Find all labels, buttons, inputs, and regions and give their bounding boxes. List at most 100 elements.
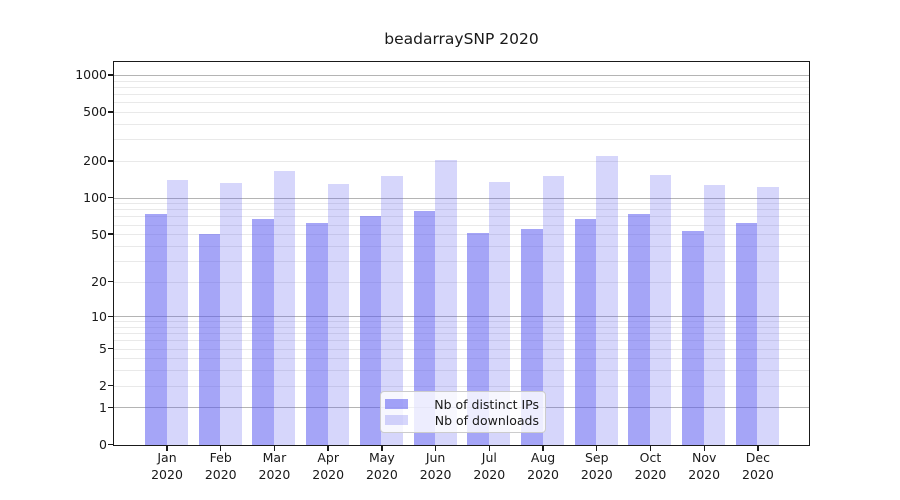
x-tick-feb: [220, 446, 222, 451]
gridline-minor-40: [114, 245, 809, 247]
x-tick-aug: [542, 446, 544, 451]
bar-downloads-jan: [166, 180, 188, 445]
y-tick-2: [108, 385, 113, 387]
gridline-minor-60: [114, 224, 809, 226]
bar-downloads-nov: [703, 184, 726, 445]
bar-downloads-mar: [273, 170, 296, 445]
gridline-minor-20: [114, 281, 809, 283]
y-tick-label-500: 500: [83, 104, 107, 120]
x-tick-label-may: May 2020: [365, 450, 398, 482]
bar-distinct-ips-oct: [628, 214, 650, 445]
y-tick-label-200: 200: [83, 153, 107, 169]
x-tick-nov: [703, 446, 705, 451]
bar-distinct-ips-mar: [252, 218, 274, 445]
x-tick-label-jan: Jan 2020: [151, 450, 183, 482]
x-tick-label-jun: Jun 2020: [419, 450, 452, 482]
x-tick-dec: [757, 446, 759, 451]
y-tick-500: [108, 111, 113, 113]
x-tick-label-aug: Aug 2020: [527, 450, 559, 482]
bar-downloads-aug: [542, 176, 565, 445]
bar-distinct-ips-apr: [306, 222, 328, 445]
x-tick-jan: [166, 446, 168, 451]
gridline-minor-8: [114, 326, 809, 328]
gridline-minor-80: [114, 209, 809, 211]
bar-distinct-ips-nov: [682, 230, 704, 445]
gridline-minor-500: [114, 111, 809, 113]
x-tick-apr: [327, 446, 329, 451]
x-tick-jun: [434, 446, 437, 451]
x-tick-may: [381, 446, 383, 451]
gridline-major-10: [114, 316, 809, 318]
x-tick-label-apr: Apr 2020: [312, 450, 345, 482]
x-tick-label-nov: Nov 2020: [688, 450, 721, 482]
bar-downloads-feb: [220, 182, 242, 445]
legend-swatch-distinct-ips: [385, 399, 408, 409]
y-tick-10: [108, 315, 113, 317]
chart-title: beadarraySNP 2020: [384, 30, 539, 48]
x-tick-label-sep: Sep 2020: [580, 450, 613, 482]
gridline-minor-9: [114, 321, 809, 323]
y-tick-label-1000: 1000: [75, 67, 107, 83]
y-tick-label-20: 20: [91, 274, 107, 290]
legend-swatch-downloads: [385, 415, 408, 425]
legend-entry-downloads: Nb of downloads: [385, 413, 539, 428]
gridline-minor-3: [114, 370, 809, 372]
bar-distinct-ips-jun: [413, 211, 436, 445]
y-tick-label-10: 10: [91, 308, 107, 324]
gridline-minor-200: [114, 160, 809, 162]
bar-downloads-jul: [488, 182, 511, 445]
gridline-major-100: [114, 197, 809, 199]
gridline-minor-7: [114, 333, 809, 335]
gridline-minor-90: [114, 203, 809, 205]
x-tick-label-mar: Mar 2020: [258, 450, 291, 482]
bar-downloads-jun: [435, 160, 457, 445]
y-tick-1: [108, 406, 113, 409]
gridline-minor-800: [114, 86, 809, 88]
y-tick-label-0: 0: [99, 437, 107, 452]
x-tick-label-jul: Jul 2020: [473, 450, 506, 482]
y-tick-label-2: 2: [99, 378, 107, 394]
bar-distinct-ips-may: [359, 215, 382, 445]
bar-downloads-may: [381, 176, 403, 445]
y-tick-50: [108, 233, 113, 235]
gridline-minor-6: [114, 340, 809, 342]
y-tick-20: [108, 280, 113, 283]
y-tick-100: [108, 196, 113, 199]
bar-distinct-ips-feb: [198, 233, 221, 445]
y-tick-5: [108, 347, 113, 350]
gridline-minor-400: [114, 123, 809, 125]
gridline-minor-50: [114, 234, 809, 236]
y-tick-label-5: 5: [99, 341, 107, 357]
bar-distinct-ips-jan: [145, 214, 167, 445]
plot-area: [113, 61, 810, 446]
x-tick-jul: [488, 446, 490, 451]
legend-label-distinct-ips: Nb of distinct IPs: [434, 396, 539, 412]
y-tick-200: [108, 160, 113, 162]
bar-downloads-apr: [327, 183, 350, 445]
gridline-minor-700: [114, 94, 809, 95]
x-tick-label-feb: Feb 2020: [204, 450, 237, 482]
legend-entry-distinct-ips: Nb of distinct IPs: [385, 397, 539, 412]
gridline-minor-4: [114, 358, 809, 360]
x-tick-label-oct: Oct 2020: [634, 450, 667, 482]
bar-downloads-oct: [649, 174, 672, 445]
gridline-minor-70: [114, 216, 809, 218]
bar-distinct-ips-sep: [574, 219, 597, 445]
x-tick-sep: [596, 446, 598, 451]
y-tick-label-100: 100: [83, 190, 107, 206]
legend-label-downloads: Nb of downloads: [434, 412, 539, 428]
y-tick-1000: [108, 74, 113, 76]
gridline-minor-30: [114, 260, 809, 262]
y-tick-0: [108, 443, 113, 446]
y-tick-label-1: 1: [99, 399, 107, 415]
bar-downloads-sep: [596, 155, 618, 445]
bar-distinct-ips-dec: [735, 222, 758, 445]
gridline-minor-600: [114, 102, 809, 104]
bar-distinct-ips-aug: [521, 228, 543, 445]
gridline-minor-900: [114, 80, 809, 82]
x-tick-oct: [649, 446, 652, 451]
y-tick-label-50: 50: [91, 226, 107, 242]
x-tick-mar: [273, 446, 276, 451]
legend: Nb of distinct IPs Nb of downloads: [380, 391, 546, 433]
